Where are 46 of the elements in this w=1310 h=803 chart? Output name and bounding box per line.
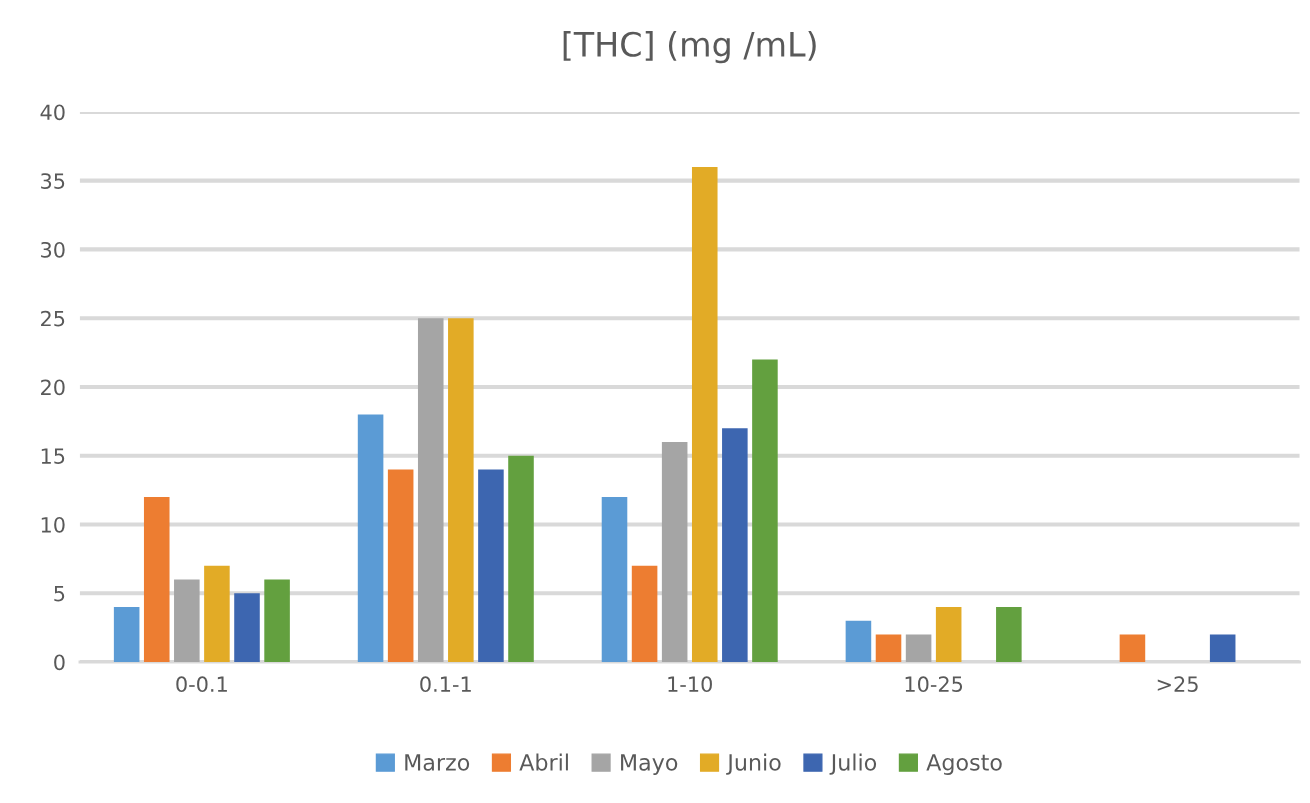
bar <box>905 634 932 662</box>
x-tick-label: >25 <box>1157 676 1198 693</box>
x-tick-label: 0-0.1 <box>176 676 227 693</box>
legend-label: Julio <box>829 753 877 775</box>
bar <box>113 606 140 662</box>
x-tick-label: 0.1-1 <box>420 676 471 693</box>
y-tick-label: 15 <box>41 448 65 464</box>
y-tick-label: 0 <box>54 654 65 671</box>
bar <box>508 455 534 662</box>
bar <box>722 428 748 662</box>
bar <box>661 441 688 662</box>
y-tick-label: 5 <box>54 585 65 602</box>
bar <box>691 166 718 662</box>
y-tick-label: 25 <box>41 310 65 327</box>
bar <box>174 579 200 662</box>
bar <box>601 496 628 662</box>
bar <box>448 318 474 662</box>
legend-label: Agosto <box>926 754 1002 776</box>
x-tick-label: 10-25 <box>905 676 963 693</box>
bar <box>845 620 872 662</box>
y-tick-label: 20 <box>41 379 65 396</box>
bar <box>478 469 504 662</box>
bar <box>935 606 962 662</box>
chart-title: [THC] (mg /mL) <box>563 31 816 64</box>
legend-label: Junio <box>726 753 781 775</box>
bar <box>631 565 658 662</box>
legend-label: Mayo <box>621 754 678 776</box>
bar <box>204 565 230 662</box>
bar <box>264 579 290 662</box>
y-tick-label: 30 <box>41 241 65 258</box>
bar <box>357 414 384 662</box>
bar <box>996 606 1022 662</box>
bar <box>417 318 444 662</box>
bar <box>1209 634 1236 662</box>
legend-label: Marzo <box>405 754 470 771</box>
y-tick-label: 40 <box>40 104 65 121</box>
bar <box>752 359 778 662</box>
bar <box>143 496 170 662</box>
x-tick-label: 1-10 <box>668 676 712 693</box>
y-tick-label: 35 <box>41 173 65 189</box>
bar <box>1119 634 1146 662</box>
bar <box>234 593 260 662</box>
bar <box>387 469 414 662</box>
bar <box>875 634 902 662</box>
y-tick-label: 10 <box>41 516 65 533</box>
legend-label: Abril <box>519 753 568 771</box>
